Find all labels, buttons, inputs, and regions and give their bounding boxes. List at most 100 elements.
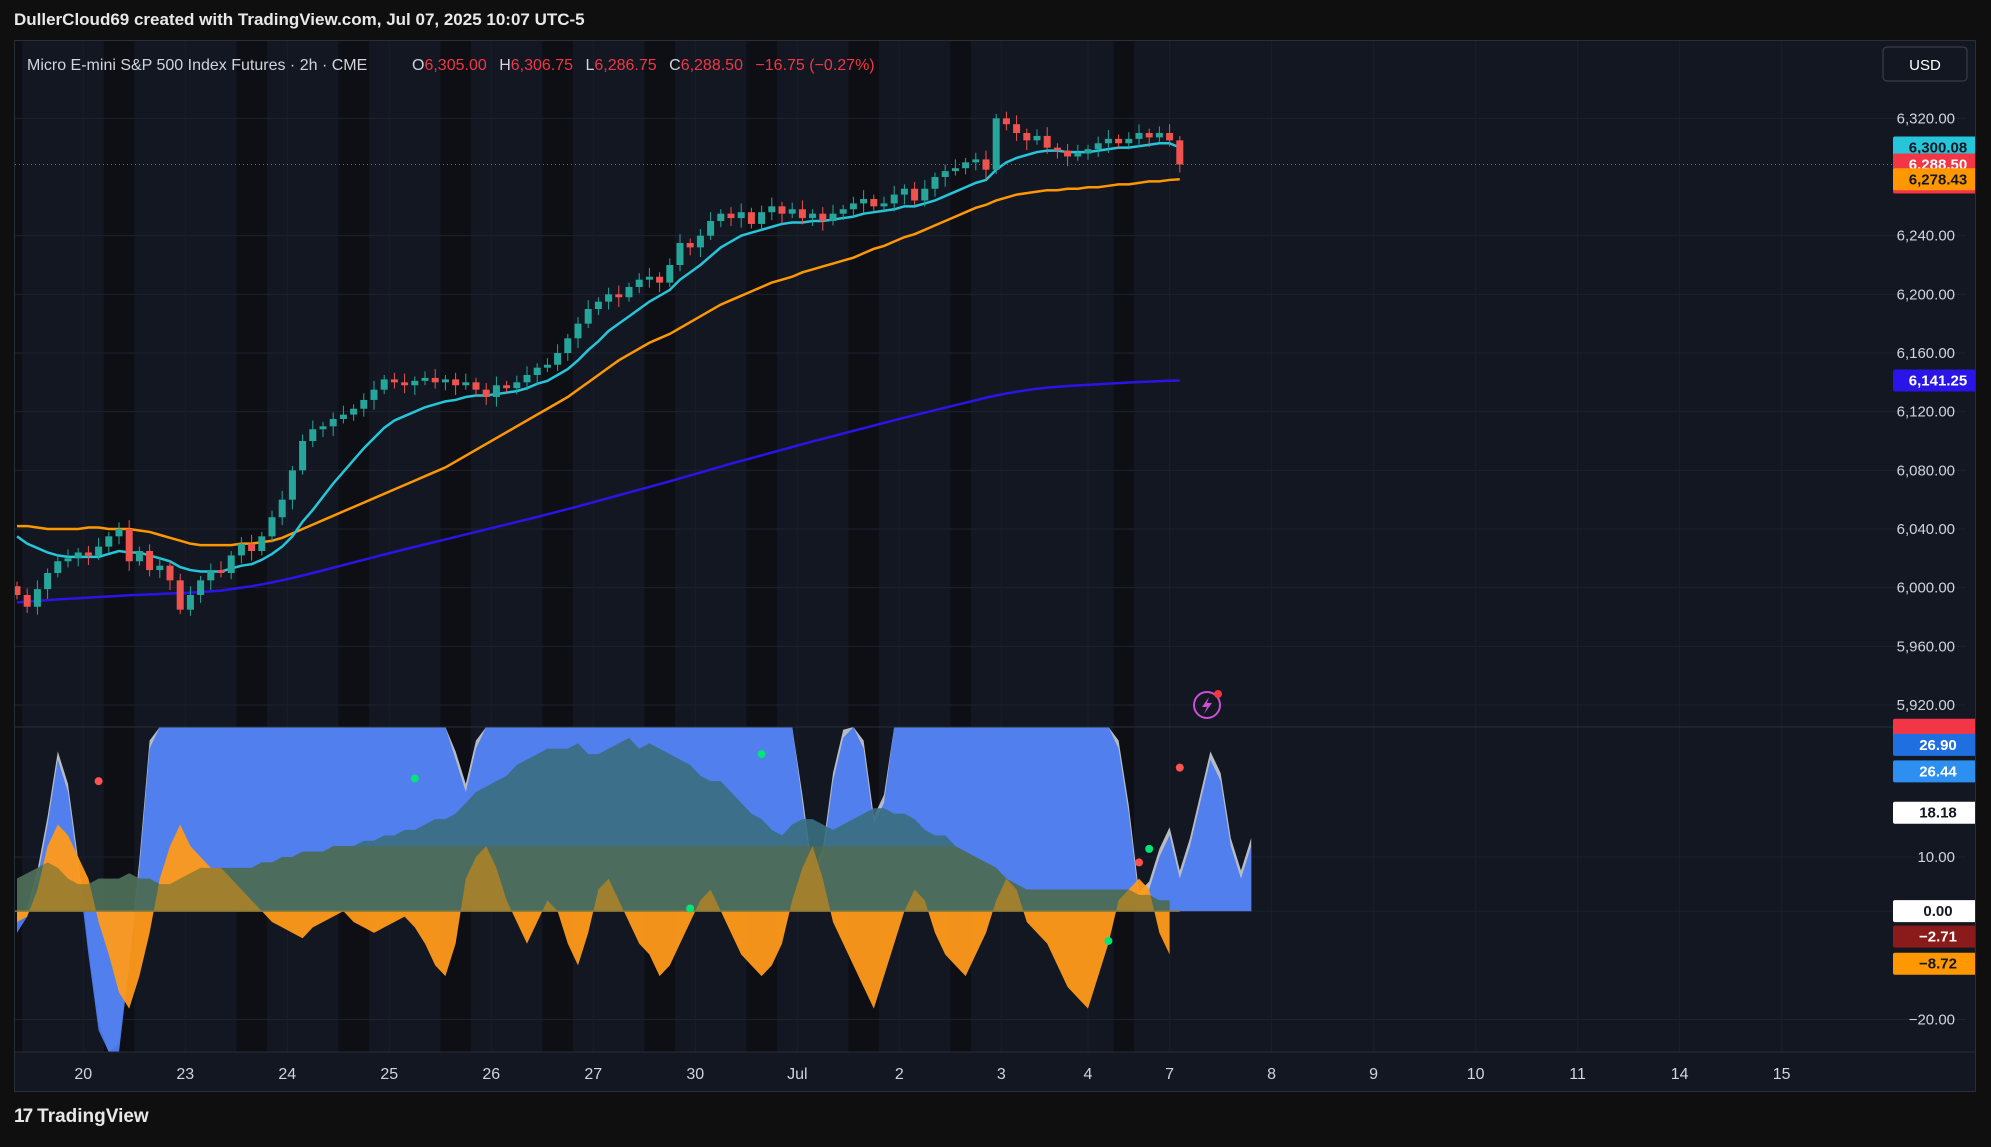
candle-body	[33, 589, 41, 607]
osc-signal-dot	[757, 750, 766, 759]
time-axis-label: 30	[686, 1066, 704, 1083]
candle-body	[941, 171, 949, 177]
candle-body	[1074, 153, 1082, 157]
osc-value-tag-label: 0.00	[1923, 903, 1952, 920]
time-axis-label: 15	[1773, 1066, 1791, 1083]
candle-body	[207, 570, 215, 581]
candle-body	[1135, 133, 1143, 139]
candle-body	[319, 426, 327, 430]
currency-label: USD	[1909, 57, 1941, 74]
candle-body	[503, 385, 511, 389]
candle-body	[482, 389, 490, 397]
osc-value-tag	[1893, 925, 1983, 948]
osc-value-tag	[1893, 733, 1983, 756]
svg-text:O6,305.00 H6,306.75: O6,305.00 H6,306.75 L6,286.75 C6,288.50 …	[412, 57, 875, 74]
candle-body	[788, 209, 796, 214]
candle-body	[880, 203, 888, 207]
time-axis-label: 9	[1369, 1066, 1378, 1083]
currency-button[interactable]: USD	[1882, 46, 1968, 82]
candle-body	[747, 212, 755, 224]
candle-body	[309, 429, 317, 441]
candle-body	[982, 159, 990, 170]
price-axis-label: 5,920.00	[1897, 697, 1955, 714]
legend-open-value: 6,305.00	[424, 57, 486, 74]
time-axis-label: 11	[1569, 1066, 1586, 1083]
price-tag-label: 6,278.43	[1909, 171, 1967, 188]
candle-body	[523, 375, 531, 383]
candle-body	[890, 194, 898, 204]
chart-credit: DullerCloud69 created with TradingView.c…	[14, 10, 585, 29]
session-band	[12, 41, 23, 1052]
osc-value-tag-label: 26.44	[1919, 763, 1957, 780]
candle-body	[237, 543, 245, 556]
candle-body	[1104, 138, 1112, 144]
osc-signal-dot	[1135, 858, 1143, 867]
time-axis-label: 24	[278, 1066, 296, 1083]
candle-body	[1166, 133, 1174, 141]
time-axis-label: 10	[1467, 1066, 1485, 1083]
time-axis-label: 25	[380, 1066, 398, 1083]
candle-body	[248, 543, 256, 551]
chart-frame[interactable]: 6,320.00 6,240.00 6,200.00 6,160.00 6,120.00…	[12, 40, 1983, 1092]
osc-orange-histogram	[17, 824, 1170, 1009]
price-axis-label: 6,240.00	[1897, 228, 1955, 245]
candle-body	[13, 586, 21, 595]
candle-body	[1094, 143, 1102, 150]
candle-body	[278, 499, 286, 518]
time-axis-label: 20	[74, 1066, 92, 1083]
price-tag-label: 6,141.25	[1909, 373, 1967, 390]
candle-body	[258, 536, 266, 551]
candle-body	[605, 294, 613, 302]
legend-high-value: 6,306.75	[511, 57, 573, 74]
osc-signal-dot	[1104, 936, 1113, 945]
price-tag-label: 6,300.08	[1909, 140, 1967, 157]
tradingview-brand: TradingView	[37, 1106, 149, 1127]
candle-body	[543, 364, 551, 368]
candle-body	[870, 199, 878, 207]
chart-canvas[interactable]: 6,320.00 6,240.00 6,200.00 6,160.00 6,120.00…	[12, 41, 1983, 1091]
osc-signal-dot	[1175, 763, 1184, 772]
candle-body	[768, 206, 776, 213]
time-axis-label: 4	[1084, 1066, 1093, 1083]
osc-signal-dot	[94, 777, 103, 786]
candle-body	[380, 379, 388, 390]
tradingview-logo[interactable]: 17 TradingView	[14, 1106, 149, 1128]
candle-body	[819, 213, 827, 221]
candle-body	[125, 529, 133, 562]
candle-body	[1155, 133, 1163, 138]
time-axis-label: 23	[176, 1066, 194, 1083]
osc-value-tag-label: −8.72	[1919, 956, 1957, 973]
osc-signal-dot	[1145, 844, 1154, 853]
osc-value-tag-label: 26.90	[1919, 737, 1957, 754]
candle-body	[197, 580, 205, 595]
candle-body	[401, 382, 409, 386]
candle-body	[452, 379, 460, 386]
candle-body	[1043, 135, 1051, 148]
candle-body	[717, 213, 725, 221]
candle-body	[676, 243, 684, 265]
legend-change: −16.75 (−0.27%)	[755, 57, 874, 74]
candle-body	[737, 212, 745, 219]
candle-body	[360, 399, 368, 409]
candle-body	[860, 199, 868, 204]
price-axis-label: 6,200.00	[1897, 286, 1955, 303]
osc-value-tag	[1893, 801, 1983, 824]
candle-body	[84, 552, 92, 556]
price-axis-label: 5,960.00	[1897, 638, 1955, 655]
candle-body	[1053, 147, 1061, 151]
candle-body	[594, 301, 602, 309]
alert-bolt-icon[interactable]	[1193, 690, 1222, 719]
candle-body	[1084, 149, 1092, 154]
candle-body	[931, 177, 939, 189]
candle-body	[645, 276, 653, 280]
legend-symbol: Micro E-mini S&P 500 Index Futures · 2h …	[27, 57, 367, 74]
candle-body	[441, 379, 449, 383]
candle-body	[339, 414, 347, 419]
candle-body	[44, 573, 52, 590]
candle-body	[921, 188, 929, 201]
osc-signal-dot	[686, 904, 695, 913]
time-axis-label: 27	[584, 1066, 602, 1083]
price-axis-label: 6,000.00	[1897, 580, 1955, 597]
candle-body	[1033, 135, 1041, 141]
candle-body	[350, 408, 358, 415]
